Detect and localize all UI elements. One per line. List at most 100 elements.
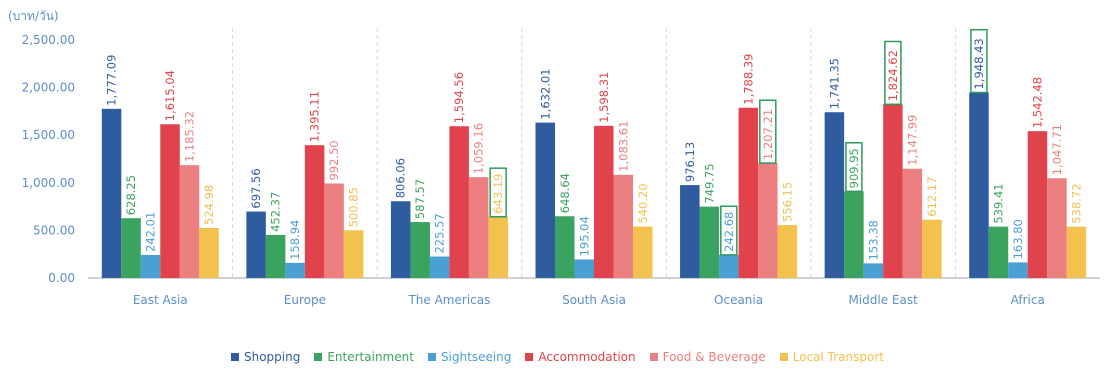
- bar-value-label: 697.56: [249, 168, 263, 208]
- bar: [594, 125, 614, 279]
- bar-value-label: 1,395.11: [308, 91, 322, 142]
- bar: [449, 126, 469, 278]
- bar-value-label: 1,632.01: [538, 68, 552, 119]
- bar: [758, 163, 778, 278]
- legend-item: Food & Beverage: [649, 350, 766, 364]
- bar-value-label: 749.75: [702, 163, 716, 203]
- legend-item: Local Transport: [779, 350, 884, 364]
- bar-value-label: 612.17: [925, 176, 939, 216]
- bar-value-label: 524.98: [202, 185, 216, 225]
- bar: [988, 226, 1009, 278]
- bar-value-label: 628.25: [124, 175, 138, 215]
- bar: [738, 107, 759, 278]
- bar: [535, 122, 555, 278]
- bar: [1047, 178, 1067, 278]
- bar: [1008, 262, 1028, 278]
- y-tick-label: 1,000.00: [22, 176, 75, 190]
- legend-label: Accommodation: [538, 350, 636, 364]
- x-tick-label: South Asia: [562, 293, 626, 307]
- bar: [863, 263, 884, 278]
- legend-item: Shopping: [230, 350, 301, 364]
- bar: [613, 174, 633, 278]
- legend-swatch: [314, 353, 323, 361]
- bar: [468, 177, 489, 278]
- legend-swatch: [649, 353, 658, 361]
- bar-value-label: 992.50: [327, 140, 341, 180]
- bar-value-label: 1,207.21: [761, 109, 775, 160]
- legend-swatch: [525, 353, 534, 361]
- bar-value-label: 163.80: [1011, 219, 1025, 259]
- bar: [922, 219, 942, 278]
- bar-value-label: 806.06: [394, 158, 408, 198]
- y-tick-label: 1,500.00: [22, 128, 75, 142]
- bar-layer: 1,777.09 628.25 242.01 1,615.04 1,185.32 524.…: [101, 28, 1087, 279]
- bar-value-label: 1,047.71: [1050, 124, 1064, 175]
- bar: [1066, 226, 1087, 278]
- bar-value-label: 1,594.56: [452, 72, 466, 123]
- legend-swatch: [427, 353, 436, 361]
- bar-value-label: 587.57: [413, 179, 427, 219]
- bar-value-label: 225.57: [433, 213, 447, 253]
- highlight-box: [845, 142, 863, 193]
- bar-value-label: 1,788.39: [741, 54, 755, 105]
- bar-value-label: 538.72: [1069, 183, 1083, 223]
- bar: [429, 256, 450, 278]
- bar: [574, 259, 594, 278]
- bar-value-label: 909.95: [847, 148, 861, 188]
- legend-label: Food & Beverage: [662, 350, 766, 364]
- bar-value-label: 1,741.35: [827, 58, 841, 109]
- highlight-box: [489, 167, 507, 218]
- y-axis-label: (บาท/วัน): [8, 9, 59, 23]
- bar: [304, 145, 325, 278]
- bar-value-label: 1,615.04: [163, 70, 177, 121]
- x-tick-label: The Americas: [407, 293, 490, 307]
- bar: [390, 201, 411, 278]
- bar-value-label: 1,147.99: [905, 114, 919, 165]
- bar-value-label: 195.04: [577, 216, 591, 256]
- bar-value-label: 1,948.43: [972, 38, 986, 89]
- y-tick-label: 2,500.00: [22, 33, 75, 47]
- bar-value-label: 556.15: [780, 182, 794, 222]
- bar: [555, 216, 575, 278]
- bar: [719, 254, 739, 278]
- bar-value-label: 643.19: [491, 174, 505, 214]
- bar-value-label: 242.01: [144, 212, 158, 252]
- bar: [285, 262, 305, 278]
- bar-value-label: 1,777.09: [105, 55, 119, 106]
- bar: [410, 222, 430, 278]
- x-tick-label: Africa: [1011, 293, 1045, 307]
- bar: [699, 206, 720, 278]
- bar: [199, 228, 219, 278]
- bar: [140, 254, 161, 278]
- highlight-box: [970, 28, 988, 94]
- bar: [824, 112, 845, 278]
- bar: [488, 216, 508, 278]
- bar-value-label: 1,542.48: [1030, 77, 1044, 128]
- legend-label: Sightseeing: [440, 350, 512, 364]
- bar-value-label: 500.85: [347, 187, 361, 227]
- bar: [121, 218, 141, 278]
- bar: [633, 226, 653, 278]
- bar: [680, 185, 700, 278]
- bar-value-label: 648.64: [558, 173, 572, 213]
- legend-item: Accommodation: [525, 350, 636, 364]
- x-tick-label: Europe: [284, 293, 326, 307]
- bar-value-label: 242.68: [722, 212, 736, 252]
- bar: [844, 191, 864, 278]
- legend-label: Shopping: [243, 350, 301, 364]
- bar-value-label: 1,598.31: [597, 72, 611, 123]
- legend-swatch: [779, 353, 788, 361]
- legend-item: Entertainment: [314, 350, 414, 364]
- bar: [101, 108, 122, 278]
- bar-value-label: 976.13: [683, 142, 697, 182]
- x-tick-label: Middle East: [848, 293, 918, 307]
- legend-label: Entertainment: [327, 350, 414, 364]
- bar-value-label: 540.20: [636, 183, 650, 223]
- bar-value-label: 153.38: [866, 220, 880, 260]
- bar: [902, 168, 923, 278]
- bar-value-label: 1,083.61: [616, 121, 630, 172]
- bar: [883, 104, 903, 278]
- bar: [246, 211, 266, 278]
- bar: [324, 183, 344, 278]
- bar-value-label: 539.41: [991, 183, 1005, 223]
